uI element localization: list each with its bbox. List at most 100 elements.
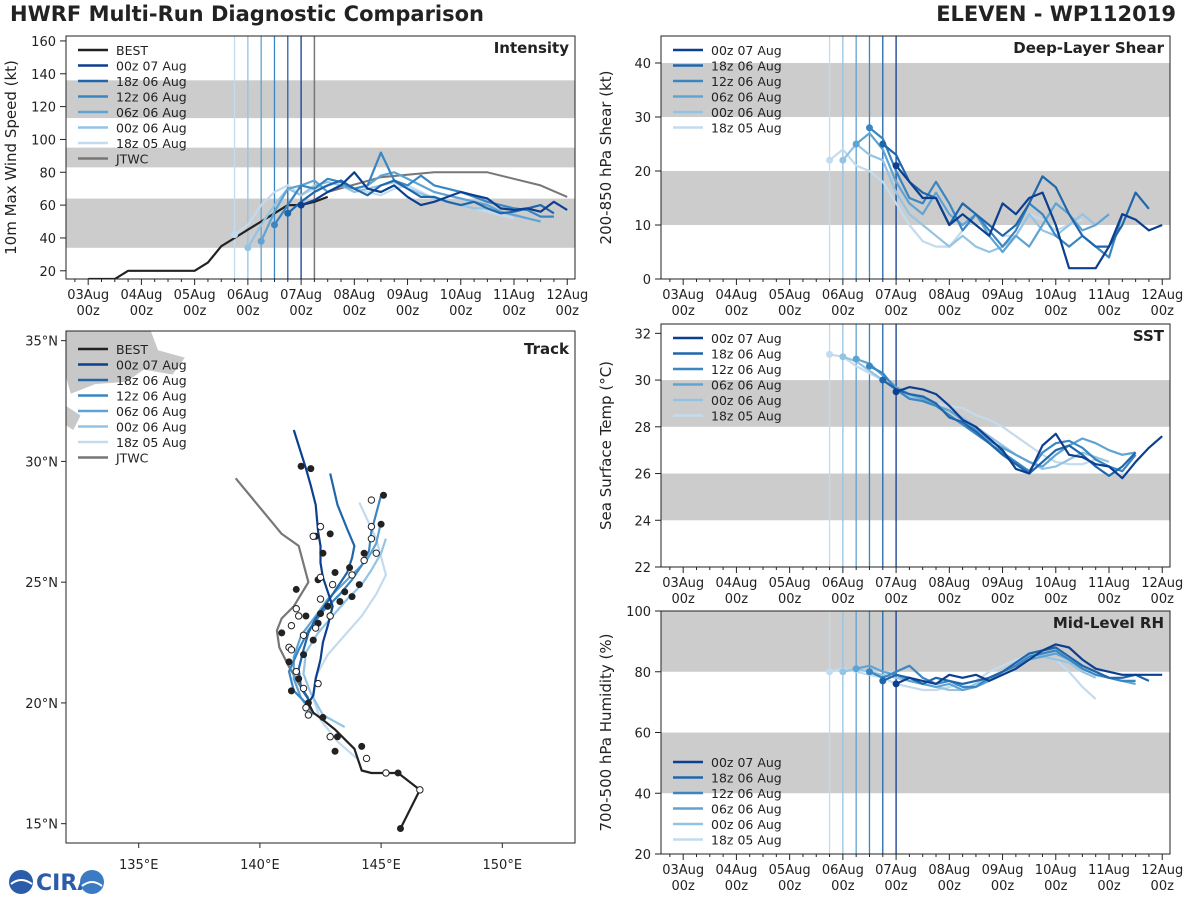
track-y-tick-label: 20°N [25,697,58,712]
track-legend-label: 18z 05 Aug [116,435,187,450]
shear-x-tick-label: 00z [938,304,962,319]
shear-panel: 03Aug00z04Aug00z05Aug00z06Aug00z07Aug00z… [597,35,1183,319]
rh-y-tick-label: 60 [634,727,651,742]
track-filled-marker [317,610,324,618]
sst-x-tick-label: 08Aug [928,576,970,591]
rh-series-start-dot [879,677,887,685]
intensity-jtwc-line-series [327,171,568,198]
intensity-y-axis-label: 10m Max Wind Speed (kt) [2,60,20,255]
intensity-x-tick-label: 05Aug [174,288,216,303]
intensity-x-tick-label: 00z [76,304,100,319]
land-shape [66,405,81,430]
rh-x-tick-label: 00z [725,879,749,894]
intensity-y-tick-label: 80 [39,166,56,181]
track-x-tick-label: 140°E [240,858,280,873]
shear-y-tick-label: 0 [643,273,651,288]
sst-x-tick-label: 00z [938,592,962,607]
rh-series-line [895,643,1163,686]
rh-x-tick-label: 06Aug [822,863,864,878]
intensity-y-tick-label: 100 [31,133,56,148]
intensity-series-line [287,179,555,215]
sst-x-tick-label: 11Aug [1088,576,1130,591]
rh-y-tick-label: 20 [634,848,651,863]
rh-band [661,732,1170,794]
intensity-x-tick-label: 07Aug [280,288,322,303]
shear-series-line [882,143,1150,248]
rh-series-start-dot [892,680,900,688]
track-filled-marker [324,602,332,610]
track-filled-marker [307,465,315,473]
shear-y-tick-label: 40 [634,57,651,72]
shear-x-tick-label: 00z [831,304,855,319]
sst-x-tick-label: 00z [831,592,855,607]
intensity-legend-label: 00z 06 Aug [116,121,187,136]
rh-series-start-dot [865,668,873,676]
sst-panel-title: SST [1133,327,1165,345]
shear-y-tick-label: 10 [634,219,651,234]
track-hollow-marker [316,573,325,582]
shear-legend-label: 18z 05 Aug [711,121,782,136]
sst-series-start-dot [839,353,847,361]
rh-x-tick-label: 00z [1151,879,1175,894]
intensity-x-tick-label: 10Aug [440,288,482,303]
track-y-tick-label: 25°N [25,576,58,591]
intensity-series-start-dot [284,209,292,217]
sst-x-tick-label: 00z [778,592,802,607]
track-series-line [302,538,387,729]
sst-x-tick-label: 06Aug [822,576,864,591]
intensity-band [66,80,575,119]
intensity-x-tick-label: 00z [502,304,526,319]
rh-series-start-dot [839,668,847,676]
track-filled-marker [326,530,334,538]
track-filled-marker [319,549,327,557]
track-filled-marker [380,491,388,499]
track-hollow-marker [382,769,390,777]
sst-x-tick-label: 00z [1097,592,1121,607]
shear-series-line [842,142,1097,254]
rh-x-tick-label: 08Aug [928,863,970,878]
shear-x-tick-label: 12Aug [1141,288,1183,303]
cira-logo: CIRA [9,870,104,896]
track-hollow-marker [299,631,308,640]
shear-legend-label: 06z 06 Aug [711,90,782,105]
intensity-panel: 03Aug00z04Aug00z05Aug00z06Aug00z07Aug00z… [2,35,588,319]
figure-title: HWRF Multi-Run Diagnostic Comparison [10,2,485,26]
shear-x-tick-label: 00z [778,304,802,319]
sst-x-tick-label: 07Aug [875,576,917,591]
rh-x-tick-label: 00z [671,879,695,894]
rh-series-group [826,643,1163,700]
track-filled-marker [309,636,317,644]
sst-legend-label: 00z 06 Aug [711,393,782,408]
track-hollow-marker [316,522,325,531]
sst-x-tick-label: 00z [725,592,749,607]
intensity-series-start-dot [297,201,305,209]
rh-legend-label: 06z 06 Aug [711,802,782,817]
shear-legend-label: 00z 07 Aug [711,43,782,58]
track-hollow-marker [360,556,368,565]
intensity-y-tick-label: 160 [31,35,56,50]
intensity-series-start-dot [244,244,252,252]
track-hollow-marker [292,605,300,613]
shear-series-start-dot [839,156,847,164]
rh-x-tick-label: 04Aug [715,863,757,878]
rh-x-tick-label: 03Aug [662,863,704,878]
intensity-series-start-dot [270,221,278,229]
track-hollow-marker [416,786,424,794]
rh-x-tick-label: 00z [1097,879,1121,894]
shear-x-tick-label: 11Aug [1088,288,1130,303]
track-best-line [307,702,421,829]
sst-x-tick-label: 00z [884,592,908,607]
shear-series-group [826,124,1163,270]
shear-series-start-dot [852,140,860,148]
track-legend-label: JTWC [115,451,149,466]
intensity-series-group [88,151,568,279]
intensity-y-tick-label: 60 [39,199,56,214]
track-panel-title: Track [524,340,570,358]
track-filled-marker [300,651,308,659]
track-filled-marker [355,581,363,589]
intensity-legend-label: 00z 07 Aug [116,59,187,74]
track-hollow-marker [304,711,313,719]
intensity-series-start-dot [257,237,265,245]
track-hollow-marker [326,733,334,741]
